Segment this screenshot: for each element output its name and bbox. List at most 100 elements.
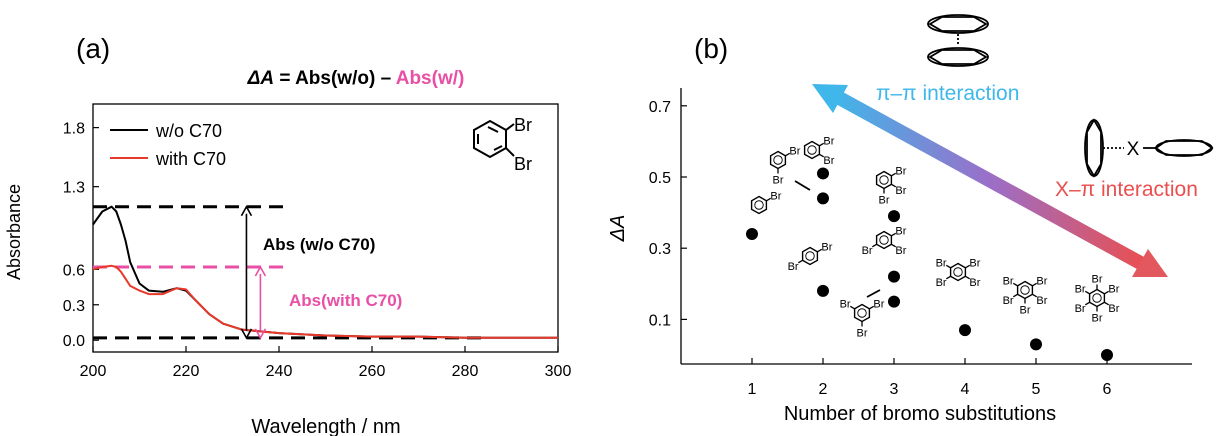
leader-line [866, 289, 881, 298]
legend-label-wo: w/o C70 [155, 121, 222, 141]
legend-label-with: with C70 [155, 149, 226, 169]
bond [505, 123, 515, 131]
ring [1088, 288, 1106, 308]
legend-a: w/o C70 with C70 [110, 121, 226, 169]
bond [891, 183, 897, 188]
molecule-structure: Br Br Br Br Br Br [1075, 274, 1120, 325]
x-tick-label-a: 240 [266, 363, 293, 380]
data-point [817, 284, 829, 297]
bond [1012, 293, 1018, 298]
ring-aromatic [805, 251, 815, 261]
br-label: Br [1092, 313, 1103, 325]
br-label: Br [840, 298, 851, 310]
br-label: Br [1036, 275, 1047, 287]
br-label: Br [969, 257, 980, 269]
br-label: Br [895, 225, 906, 237]
data-point [1030, 338, 1042, 351]
ring-double-bond [487, 126, 499, 133]
pi-pi-label: π–π interaction [876, 82, 1019, 105]
x-tick-label-a: 280 [452, 363, 479, 380]
bond [785, 152, 791, 157]
br-label: Br [823, 135, 834, 147]
br-label: Br [936, 257, 947, 269]
x-tick-label-b: 2 [819, 381, 828, 398]
bromobenzene-structures: BrBrBrBrBrBrBrBrBrBrBrBrBrBrBrBrBrBrBrBr… [750, 135, 1120, 340]
y-tick-label-a: 0.0 [63, 333, 85, 350]
data-point [888, 295, 900, 308]
br-label: Br [857, 328, 868, 340]
arrow-abs-with-head-bottom [254, 328, 267, 340]
br-label: Br [823, 155, 834, 167]
br-label: Br [862, 245, 873, 257]
ring [803, 140, 821, 160]
x-axis-b: 1 2 3 4 5 6 [748, 358, 1112, 398]
molecule-structure: Br Br Br Br Br [1003, 275, 1048, 316]
bond [797, 259, 803, 264]
x-tick-label-a: 260 [359, 363, 386, 380]
spectrum-with-c70 [92, 264, 558, 339]
stacked-benzene-icon [927, 14, 989, 67]
interaction-double-arrow [812, 84, 1168, 277]
arrow-head-x [1132, 249, 1168, 277]
molecule-structure: Br Br [803, 135, 835, 167]
x-tick-label-b: 1 [748, 381, 757, 398]
bond [819, 153, 825, 158]
scatter-points [746, 167, 1113, 361]
bond [965, 275, 971, 280]
bond [891, 243, 897, 248]
y-axis-a: 0.0 0.3 0.6 1.3 1.8 [63, 121, 99, 350]
bond [1084, 290, 1090, 295]
x-axis-label-a: Wavelength / nm [251, 416, 400, 436]
bond [1032, 293, 1038, 298]
bond [871, 243, 877, 248]
y-axis-b: 0.1 0.3 0.5 0.7 [649, 99, 687, 329]
absorbance-chart: 0.0 0.3 0.6 1.3 1.8 200 220 240 260 280 300 Absor… [4, 103, 571, 436]
ring-aromatic [754, 200, 764, 210]
ring [801, 246, 819, 266]
ring-aromatic [807, 145, 817, 155]
molecule-structure: Br Br Br [875, 165, 907, 207]
br-label: Br [1003, 275, 1014, 287]
br-label: Br [770, 190, 781, 202]
x-axis-a: 200 220 240 260 280 300 [80, 346, 571, 380]
delta-a-chart: 0.1 0.3 0.5 0.7 1 2 3 4 5 6 ΔA Number of bromo s… [607, 14, 1214, 425]
br-label: Br [1020, 305, 1031, 317]
bond [849, 305, 855, 310]
br-label: Br [1108, 303, 1119, 315]
abs-without-label: Abs (w/o C70) [263, 235, 375, 254]
formula-part1: = Abs(w/o) – [274, 68, 396, 89]
bond [945, 275, 951, 280]
ring-aromatic [879, 175, 889, 185]
ring-aromatic [773, 155, 783, 165]
br-label: Br [1003, 295, 1014, 307]
x-axis-label-b: Number of bromo substitutions [784, 403, 1056, 425]
ring-aromatic [1092, 293, 1102, 303]
data-point [817, 192, 829, 205]
bond [766, 197, 772, 202]
y-tick-label-a: 1.8 [63, 121, 85, 138]
br-label: Br [879, 195, 890, 207]
bond [819, 142, 825, 147]
x-pi-label: X–π interaction [1055, 178, 1198, 201]
arrow-abs-with-head-top [254, 265, 267, 277]
bond [505, 147, 515, 157]
ring-double-bond [493, 145, 503, 151]
y-tick-label-b: 0.3 [649, 241, 671, 258]
molecule-structure: Br Br [769, 145, 801, 187]
br-label: Br [773, 175, 784, 187]
x-tick-label-a: 200 [80, 363, 107, 380]
abs-arrows [240, 205, 267, 340]
arrow-head-pi [812, 84, 848, 113]
halogen-pi-icon [1084, 118, 1214, 178]
bond [1104, 301, 1110, 306]
formula-delta-a: ΔA [247, 68, 274, 89]
arrow-abs-without-head-bottom [240, 328, 253, 340]
halogen-x-label: X [1127, 139, 1140, 160]
plot-frame-a [92, 103, 559, 353]
bond [891, 232, 897, 237]
y-axis-label-a: Absorbance [4, 184, 24, 280]
abs-with-label: Abs(with C70) [289, 291, 402, 310]
br-label: Br [1075, 283, 1086, 295]
br-label: Br [895, 185, 906, 197]
